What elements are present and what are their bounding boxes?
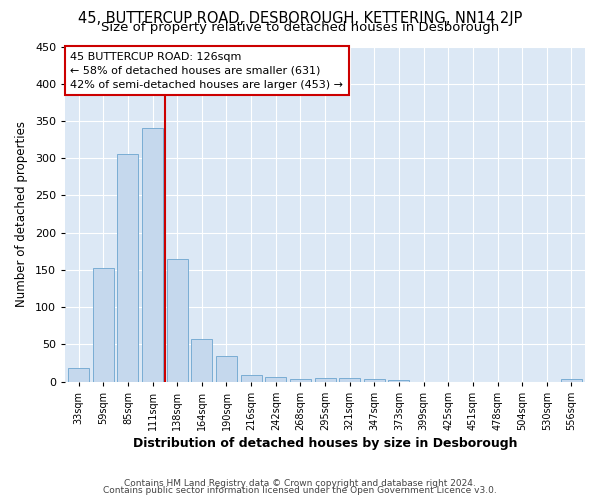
- Bar: [364, 378, 385, 382]
- Y-axis label: Number of detached properties: Number of detached properties: [15, 121, 28, 307]
- Bar: [68, 368, 89, 382]
- Bar: [265, 377, 286, 382]
- Bar: [339, 378, 360, 382]
- Text: Size of property relative to detached houses in Desborough: Size of property relative to detached ho…: [101, 22, 499, 35]
- Bar: [561, 378, 582, 382]
- Bar: [93, 268, 114, 382]
- Bar: [191, 339, 212, 382]
- X-axis label: Distribution of detached houses by size in Desborough: Distribution of detached houses by size …: [133, 437, 517, 450]
- Text: 45 BUTTERCUP ROAD: 126sqm
← 58% of detached houses are smaller (631)
42% of semi: 45 BUTTERCUP ROAD: 126sqm ← 58% of detac…: [70, 52, 343, 90]
- Text: Contains HM Land Registry data © Crown copyright and database right 2024.: Contains HM Land Registry data © Crown c…: [124, 478, 476, 488]
- Bar: [388, 380, 409, 382]
- Bar: [216, 356, 237, 382]
- Bar: [118, 154, 139, 382]
- Bar: [290, 380, 311, 382]
- Bar: [314, 378, 335, 382]
- Bar: [142, 128, 163, 382]
- Bar: [167, 259, 188, 382]
- Text: Contains public sector information licensed under the Open Government Licence v3: Contains public sector information licen…: [103, 486, 497, 495]
- Text: 45, BUTTERCUP ROAD, DESBOROUGH, KETTERING, NN14 2JP: 45, BUTTERCUP ROAD, DESBOROUGH, KETTERIN…: [78, 11, 522, 26]
- Bar: [241, 375, 262, 382]
